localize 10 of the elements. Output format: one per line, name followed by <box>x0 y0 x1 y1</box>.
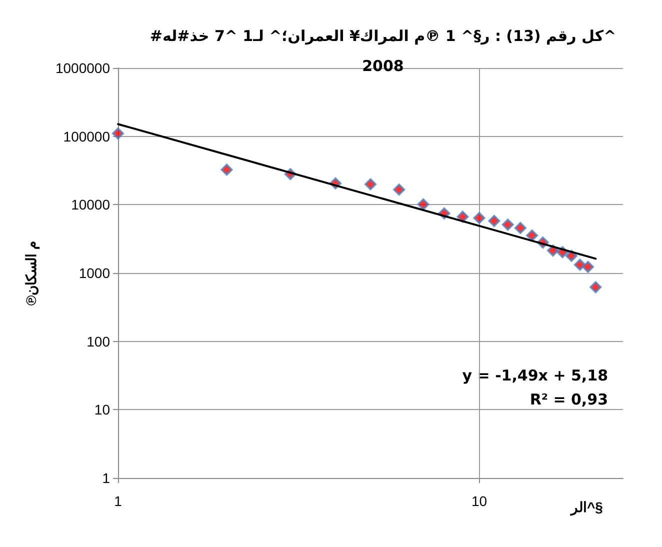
y-tick-label: 1000000 <box>55 60 110 76</box>
y-tick-label: 100 <box>86 333 110 350</box>
y-tick-label: 10000 <box>71 196 110 213</box>
y-tick-label: 1000 <box>78 265 110 281</box>
y-axis-title: ℗م السكان <box>23 240 40 306</box>
y-tick-label: 10 <box>94 402 110 418</box>
x-axis-title: الر^§ <box>570 499 604 516</box>
y-tick-label: 100000 <box>63 128 110 144</box>
annotation: R² = 0,93 <box>530 390 608 408</box>
y-tick-label: 1 <box>102 470 110 486</box>
